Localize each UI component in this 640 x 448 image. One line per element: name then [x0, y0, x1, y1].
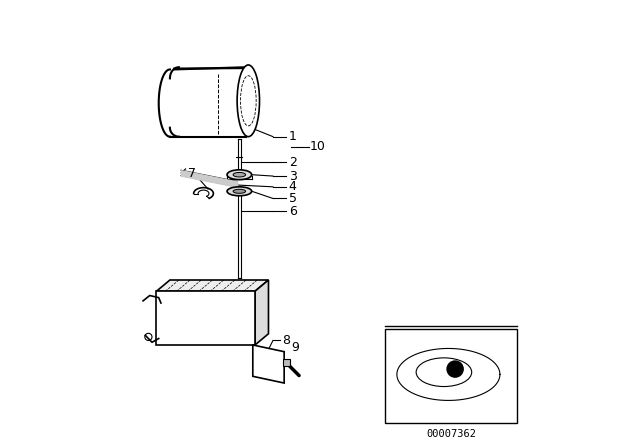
Ellipse shape	[227, 170, 252, 180]
Text: 6: 6	[289, 205, 296, 218]
Ellipse shape	[233, 172, 246, 177]
Ellipse shape	[416, 358, 472, 387]
Text: 2: 2	[289, 155, 296, 169]
Polygon shape	[156, 280, 269, 291]
Text: 5: 5	[289, 192, 297, 205]
Polygon shape	[253, 345, 284, 383]
Circle shape	[447, 361, 463, 377]
Text: 4: 4	[289, 180, 296, 194]
Ellipse shape	[227, 187, 252, 196]
Polygon shape	[283, 359, 290, 366]
Polygon shape	[255, 280, 269, 345]
Text: 3: 3	[289, 169, 296, 183]
Text: 00007362: 00007362	[426, 429, 476, 439]
Text: 7: 7	[188, 167, 196, 180]
Bar	[385, 329, 517, 423]
Text: 9: 9	[291, 340, 299, 354]
Text: 1: 1	[289, 130, 296, 143]
Ellipse shape	[233, 189, 246, 194]
Text: 8: 8	[282, 334, 290, 347]
Bar	[156, 291, 255, 345]
Ellipse shape	[237, 65, 260, 137]
Text: 10: 10	[310, 140, 326, 154]
